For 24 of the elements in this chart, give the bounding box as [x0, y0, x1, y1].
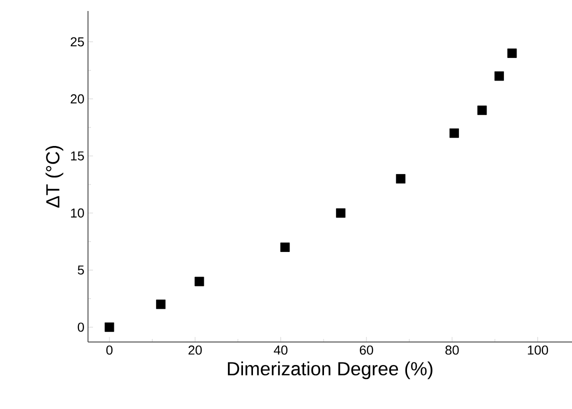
- y-tick-label: 20: [70, 94, 84, 104]
- point: [104, 322, 114, 332]
- point: [450, 128, 459, 138]
- x-tick-label: 40: [274, 346, 288, 355]
- point: [280, 242, 290, 252]
- x-tick-label: 20: [188, 346, 202, 355]
- x-tick-label: 60: [360, 346, 374, 355]
- y-tick-label: 5: [78, 266, 84, 275]
- point: [477, 106, 487, 115]
- point: [494, 71, 504, 81]
- x-tick-label: 80: [445, 346, 459, 355]
- y-tick-label: 0: [78, 322, 84, 332]
- point: [336, 208, 346, 218]
- y-tick-label: 10: [71, 208, 84, 218]
- y-tick-label: 15: [71, 151, 84, 160]
- point: [396, 174, 406, 184]
- y-axis-title: ΔT (°C): [46, 146, 64, 208]
- point: [194, 276, 204, 286]
- x-axis-title: Dimerization Degree (%): [228, 362, 432, 380]
- x-tick-label: 0: [106, 346, 113, 355]
- point: [156, 300, 166, 310]
- y-tick-label: 25: [70, 37, 84, 46]
- point: [507, 48, 517, 58]
- x-tick-label: 100: [528, 346, 548, 355]
